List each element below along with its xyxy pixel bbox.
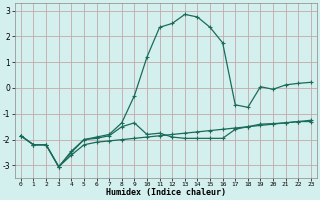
X-axis label: Humidex (Indice chaleur): Humidex (Indice chaleur): [106, 188, 226, 197]
